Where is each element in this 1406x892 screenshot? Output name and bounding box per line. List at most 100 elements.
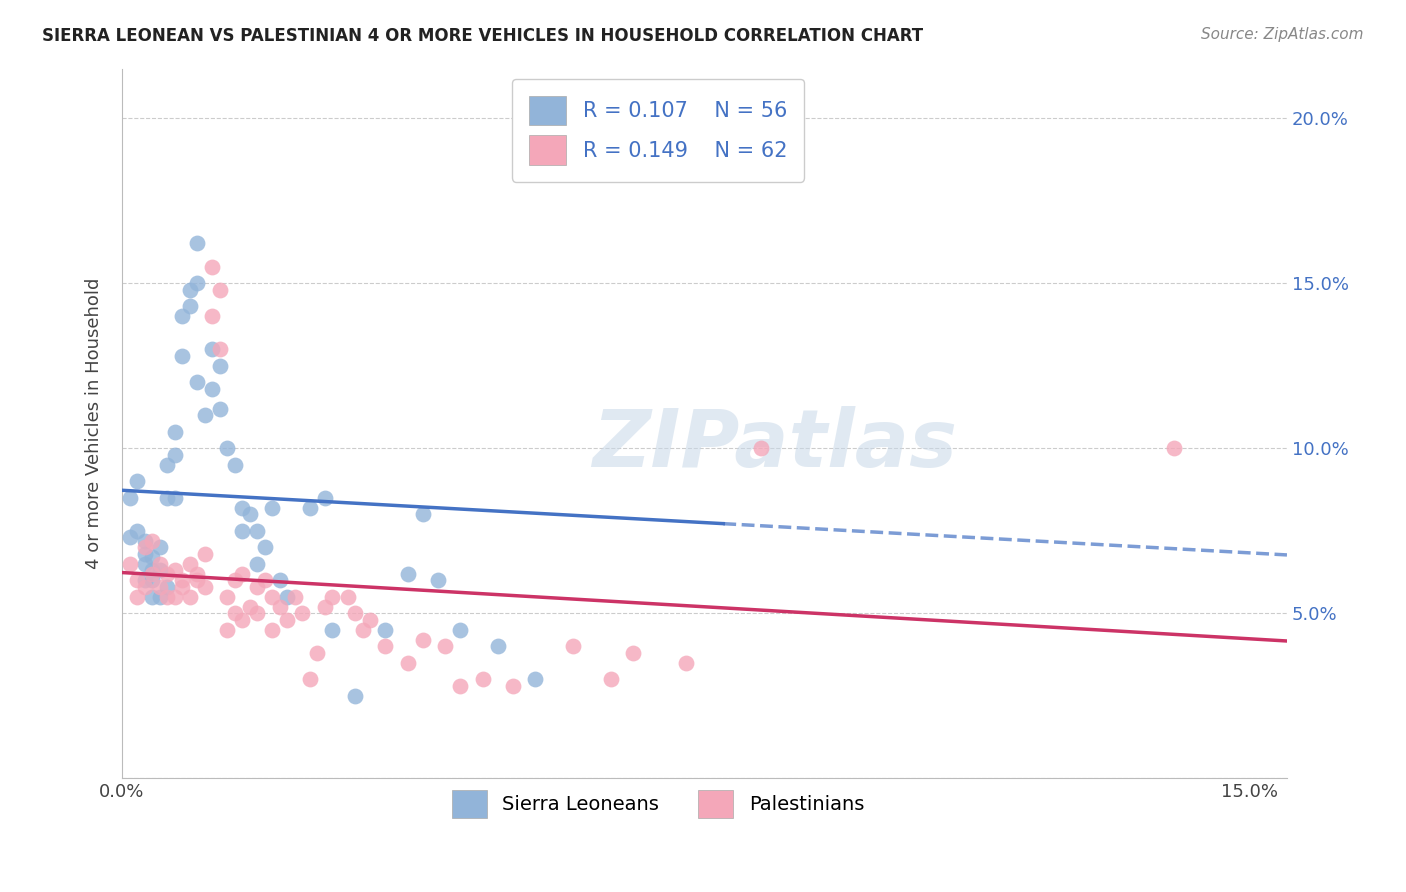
- Point: [246, 606, 269, 620]
- Point: [502, 679, 524, 693]
- Point: [149, 563, 172, 577]
- Point: [562, 639, 585, 653]
- Point: [149, 580, 172, 594]
- Point: [449, 679, 471, 693]
- Point: [276, 590, 298, 604]
- Point: [208, 283, 231, 297]
- Point: [149, 590, 172, 604]
- Point: [524, 672, 547, 686]
- Point: [246, 557, 269, 571]
- Point: [201, 309, 224, 323]
- Point: [208, 342, 231, 356]
- Point: [118, 557, 141, 571]
- Point: [134, 580, 156, 594]
- Point: [149, 540, 172, 554]
- Point: [336, 590, 359, 604]
- Point: [163, 491, 186, 505]
- Point: [426, 573, 449, 587]
- Point: [186, 276, 208, 290]
- Point: [163, 590, 186, 604]
- Text: Source: ZipAtlas.com: Source: ZipAtlas.com: [1201, 27, 1364, 42]
- Point: [231, 613, 253, 627]
- Y-axis label: 4 or more Vehicles in Household: 4 or more Vehicles in Household: [86, 277, 103, 569]
- Point: [163, 425, 186, 439]
- Point: [449, 623, 471, 637]
- Point: [172, 573, 194, 587]
- Point: [314, 599, 336, 614]
- Point: [224, 606, 246, 620]
- Point: [125, 474, 148, 488]
- Point: [217, 590, 239, 604]
- Point: [217, 441, 239, 455]
- Point: [269, 599, 291, 614]
- Point: [141, 566, 163, 581]
- Point: [224, 573, 246, 587]
- Point: [321, 623, 343, 637]
- Point: [186, 236, 208, 251]
- Point: [134, 573, 156, 587]
- Point: [179, 557, 201, 571]
- Point: [246, 580, 269, 594]
- Point: [231, 500, 253, 515]
- Point: [224, 458, 246, 472]
- Point: [179, 590, 201, 604]
- Point: [141, 550, 163, 565]
- Point: [141, 533, 163, 548]
- Point: [186, 566, 208, 581]
- Point: [749, 441, 772, 455]
- Point: [201, 260, 224, 274]
- Point: [163, 563, 186, 577]
- Point: [711, 111, 734, 125]
- Point: [125, 590, 148, 604]
- Point: [179, 299, 201, 313]
- Point: [134, 547, 156, 561]
- Point: [396, 566, 419, 581]
- Point: [599, 672, 621, 686]
- Point: [675, 656, 697, 670]
- Point: [172, 580, 194, 594]
- Point: [125, 573, 148, 587]
- Point: [156, 458, 179, 472]
- Point: [156, 580, 179, 594]
- Point: [1163, 441, 1185, 455]
- Point: [344, 689, 367, 703]
- Point: [314, 491, 336, 505]
- Point: [186, 375, 208, 389]
- Point: [253, 540, 276, 554]
- Point: [194, 580, 217, 594]
- Point: [217, 623, 239, 637]
- Point: [186, 573, 208, 587]
- Point: [134, 540, 156, 554]
- Point: [172, 309, 194, 323]
- Point: [208, 401, 231, 416]
- Point: [298, 500, 321, 515]
- Point: [246, 524, 269, 538]
- Point: [156, 590, 179, 604]
- Point: [194, 547, 217, 561]
- Point: [118, 491, 141, 505]
- Point: [291, 606, 314, 620]
- Legend: Sierra Leoneans, Palestinians: Sierra Leoneans, Palestinians: [444, 782, 872, 825]
- Point: [239, 507, 262, 521]
- Point: [412, 507, 434, 521]
- Point: [231, 566, 253, 581]
- Point: [262, 500, 284, 515]
- Point: [253, 573, 276, 587]
- Point: [262, 590, 284, 604]
- Point: [262, 623, 284, 637]
- Point: [208, 359, 231, 373]
- Point: [307, 646, 329, 660]
- Point: [141, 573, 163, 587]
- Point: [172, 349, 194, 363]
- Point: [156, 491, 179, 505]
- Point: [201, 342, 224, 356]
- Point: [194, 408, 217, 422]
- Point: [201, 382, 224, 396]
- Point: [134, 533, 156, 548]
- Point: [352, 623, 374, 637]
- Point: [276, 613, 298, 627]
- Point: [284, 590, 307, 604]
- Point: [156, 566, 179, 581]
- Point: [434, 639, 457, 653]
- Point: [486, 639, 509, 653]
